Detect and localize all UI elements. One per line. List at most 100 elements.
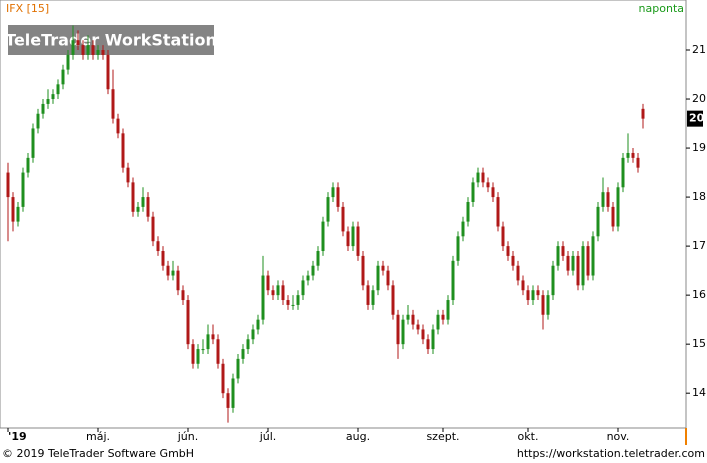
y-tick-label: 15 bbox=[692, 337, 706, 350]
candle-body bbox=[131, 182, 135, 212]
candle-body bbox=[441, 314, 445, 320]
candle-body bbox=[261, 275, 265, 320]
candle-body bbox=[581, 246, 585, 286]
footer-right: https://workstation.teletrader.com bbox=[517, 447, 705, 460]
candle-body bbox=[51, 94, 55, 100]
candle-body bbox=[366, 285, 370, 305]
candle-body bbox=[96, 50, 100, 55]
candle-body bbox=[191, 344, 195, 364]
candle-body bbox=[386, 270, 390, 286]
candle-body bbox=[626, 152, 630, 158]
interval-label: naponta bbox=[639, 2, 684, 15]
candle-body bbox=[111, 89, 115, 119]
candle-body bbox=[316, 251, 320, 266]
candle-body bbox=[641, 108, 645, 119]
candle-body bbox=[451, 260, 455, 301]
candle-body bbox=[181, 290, 185, 301]
candle-body bbox=[501, 226, 505, 247]
candle-body bbox=[546, 295, 550, 315]
candle-body bbox=[196, 349, 200, 364]
candle-body bbox=[521, 280, 525, 291]
candle-body bbox=[496, 197, 500, 227]
candle-body bbox=[151, 216, 155, 242]
candle-body bbox=[401, 319, 405, 345]
candle-body bbox=[291, 304, 295, 306]
candle-body bbox=[296, 295, 300, 305]
candle-body bbox=[16, 206, 20, 222]
candle-body bbox=[56, 84, 60, 95]
candle-body bbox=[91, 45, 95, 55]
candle-body bbox=[241, 349, 245, 359]
candle-body bbox=[466, 201, 470, 222]
candle-body bbox=[616, 187, 620, 227]
candle-body bbox=[136, 206, 140, 212]
candle-body bbox=[411, 314, 415, 325]
watermark: TeleTrader WorkStation bbox=[5, 31, 217, 50]
last-price-label: 20 bbox=[689, 112, 705, 125]
candle-body bbox=[601, 192, 605, 207]
candle-body bbox=[276, 285, 280, 296]
x-tick-label: júl. bbox=[259, 430, 277, 443]
x-tick-label: szept. bbox=[426, 430, 459, 443]
candle-body bbox=[266, 275, 270, 291]
candle-body bbox=[361, 255, 365, 286]
candle-body bbox=[156, 241, 160, 252]
candle-body bbox=[531, 290, 535, 301]
candle-body bbox=[541, 295, 545, 315]
candle-body bbox=[561, 246, 565, 256]
candle-body bbox=[431, 329, 435, 350]
candle-body bbox=[326, 197, 330, 222]
x-tick-label: aug. bbox=[346, 430, 370, 443]
candle-body bbox=[281, 285, 285, 301]
candle-body bbox=[536, 290, 540, 296]
candle-body bbox=[426, 339, 430, 350]
candle-body bbox=[356, 226, 360, 256]
candle-body bbox=[306, 275, 310, 281]
candle-body bbox=[611, 206, 615, 227]
y-tick-label: 20 bbox=[692, 92, 706, 105]
y-tick-label: 14 bbox=[692, 386, 706, 399]
candle-body bbox=[6, 172, 10, 198]
candle-body bbox=[46, 99, 50, 104]
candle-body bbox=[591, 236, 595, 276]
candle-body bbox=[336, 187, 340, 207]
candle-body bbox=[406, 314, 410, 320]
candle-body bbox=[76, 40, 80, 46]
candle-body bbox=[81, 45, 85, 55]
candle-body bbox=[371, 290, 375, 305]
candle-body bbox=[66, 54, 70, 70]
candle-body bbox=[506, 246, 510, 256]
candle-body bbox=[286, 300, 290, 305]
candle-body bbox=[476, 172, 480, 183]
candle-body bbox=[236, 358, 240, 379]
candle-body bbox=[381, 265, 385, 271]
candle-body bbox=[576, 255, 580, 286]
candle-body bbox=[631, 152, 635, 158]
candle-body bbox=[486, 182, 490, 188]
x-tick-label: '19 bbox=[8, 430, 27, 443]
candle-body bbox=[551, 265, 555, 296]
y-tick-label: 18 bbox=[692, 190, 706, 203]
candle-body bbox=[606, 192, 610, 207]
candle-body bbox=[446, 300, 450, 320]
x-tick-label: okt. bbox=[518, 430, 539, 443]
candle-body bbox=[126, 167, 130, 183]
candle-body bbox=[571, 255, 575, 271]
candle-body bbox=[171, 270, 175, 276]
candle-body bbox=[201, 349, 205, 351]
candle-body bbox=[231, 378, 235, 408]
candle-body bbox=[116, 118, 120, 134]
candle-body bbox=[421, 329, 425, 340]
candle-body bbox=[61, 69, 65, 85]
candle-body bbox=[101, 50, 105, 55]
candle-body bbox=[461, 221, 465, 237]
candle-body bbox=[256, 319, 260, 330]
candle-body bbox=[26, 157, 30, 173]
candle-body bbox=[271, 290, 275, 296]
candle-body bbox=[121, 133, 125, 168]
candle-body bbox=[566, 255, 570, 271]
candle-body bbox=[166, 265, 170, 276]
candle-body bbox=[211, 334, 215, 340]
candle-body bbox=[86, 45, 90, 55]
